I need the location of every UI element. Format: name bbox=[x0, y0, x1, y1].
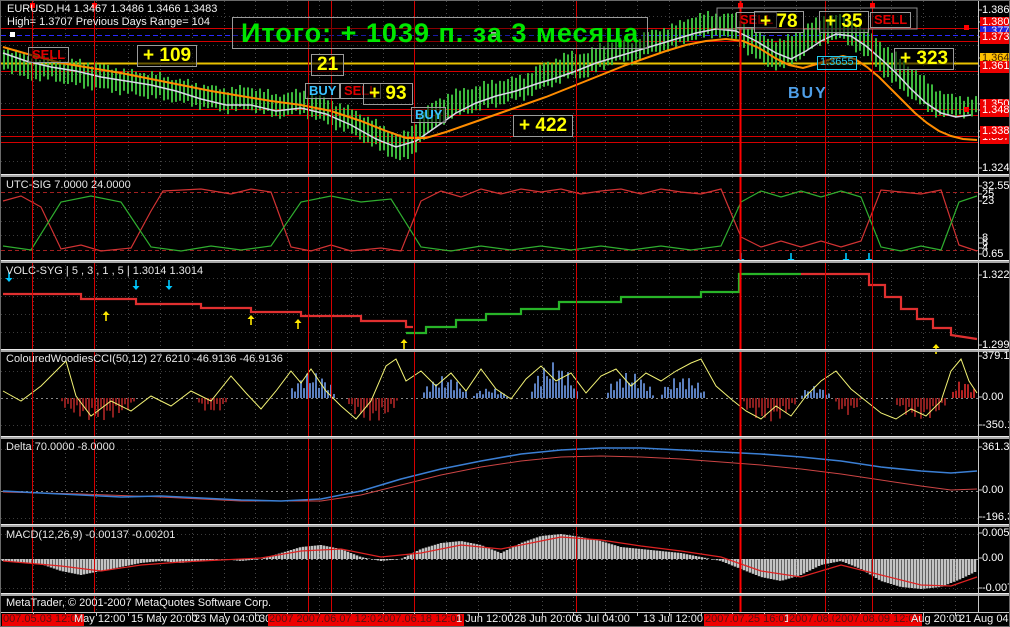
utc-sig-lines bbox=[2, 188, 978, 252]
delta-lines bbox=[2, 447, 978, 502]
object-handles[interactable] bbox=[10, 3, 969, 112]
candlesticks bbox=[2, 10, 978, 161]
cci-line bbox=[2, 358, 978, 420]
cci-histogram bbox=[2, 358, 978, 422]
volc-syg-lines bbox=[3, 253, 978, 354]
selection-box bbox=[716, 7, 918, 30]
vertical-trade-lines[interactable] bbox=[32, 1, 873, 612]
ma-orange-line bbox=[2, 37, 978, 141]
panel-separators[interactable] bbox=[1, 174, 1010, 596]
macd-histogram bbox=[1, 534, 978, 589]
ma-white-line bbox=[2, 28, 972, 148]
grid-lines bbox=[1, 1, 978, 616]
macd-signal-line bbox=[2, 536, 978, 587]
